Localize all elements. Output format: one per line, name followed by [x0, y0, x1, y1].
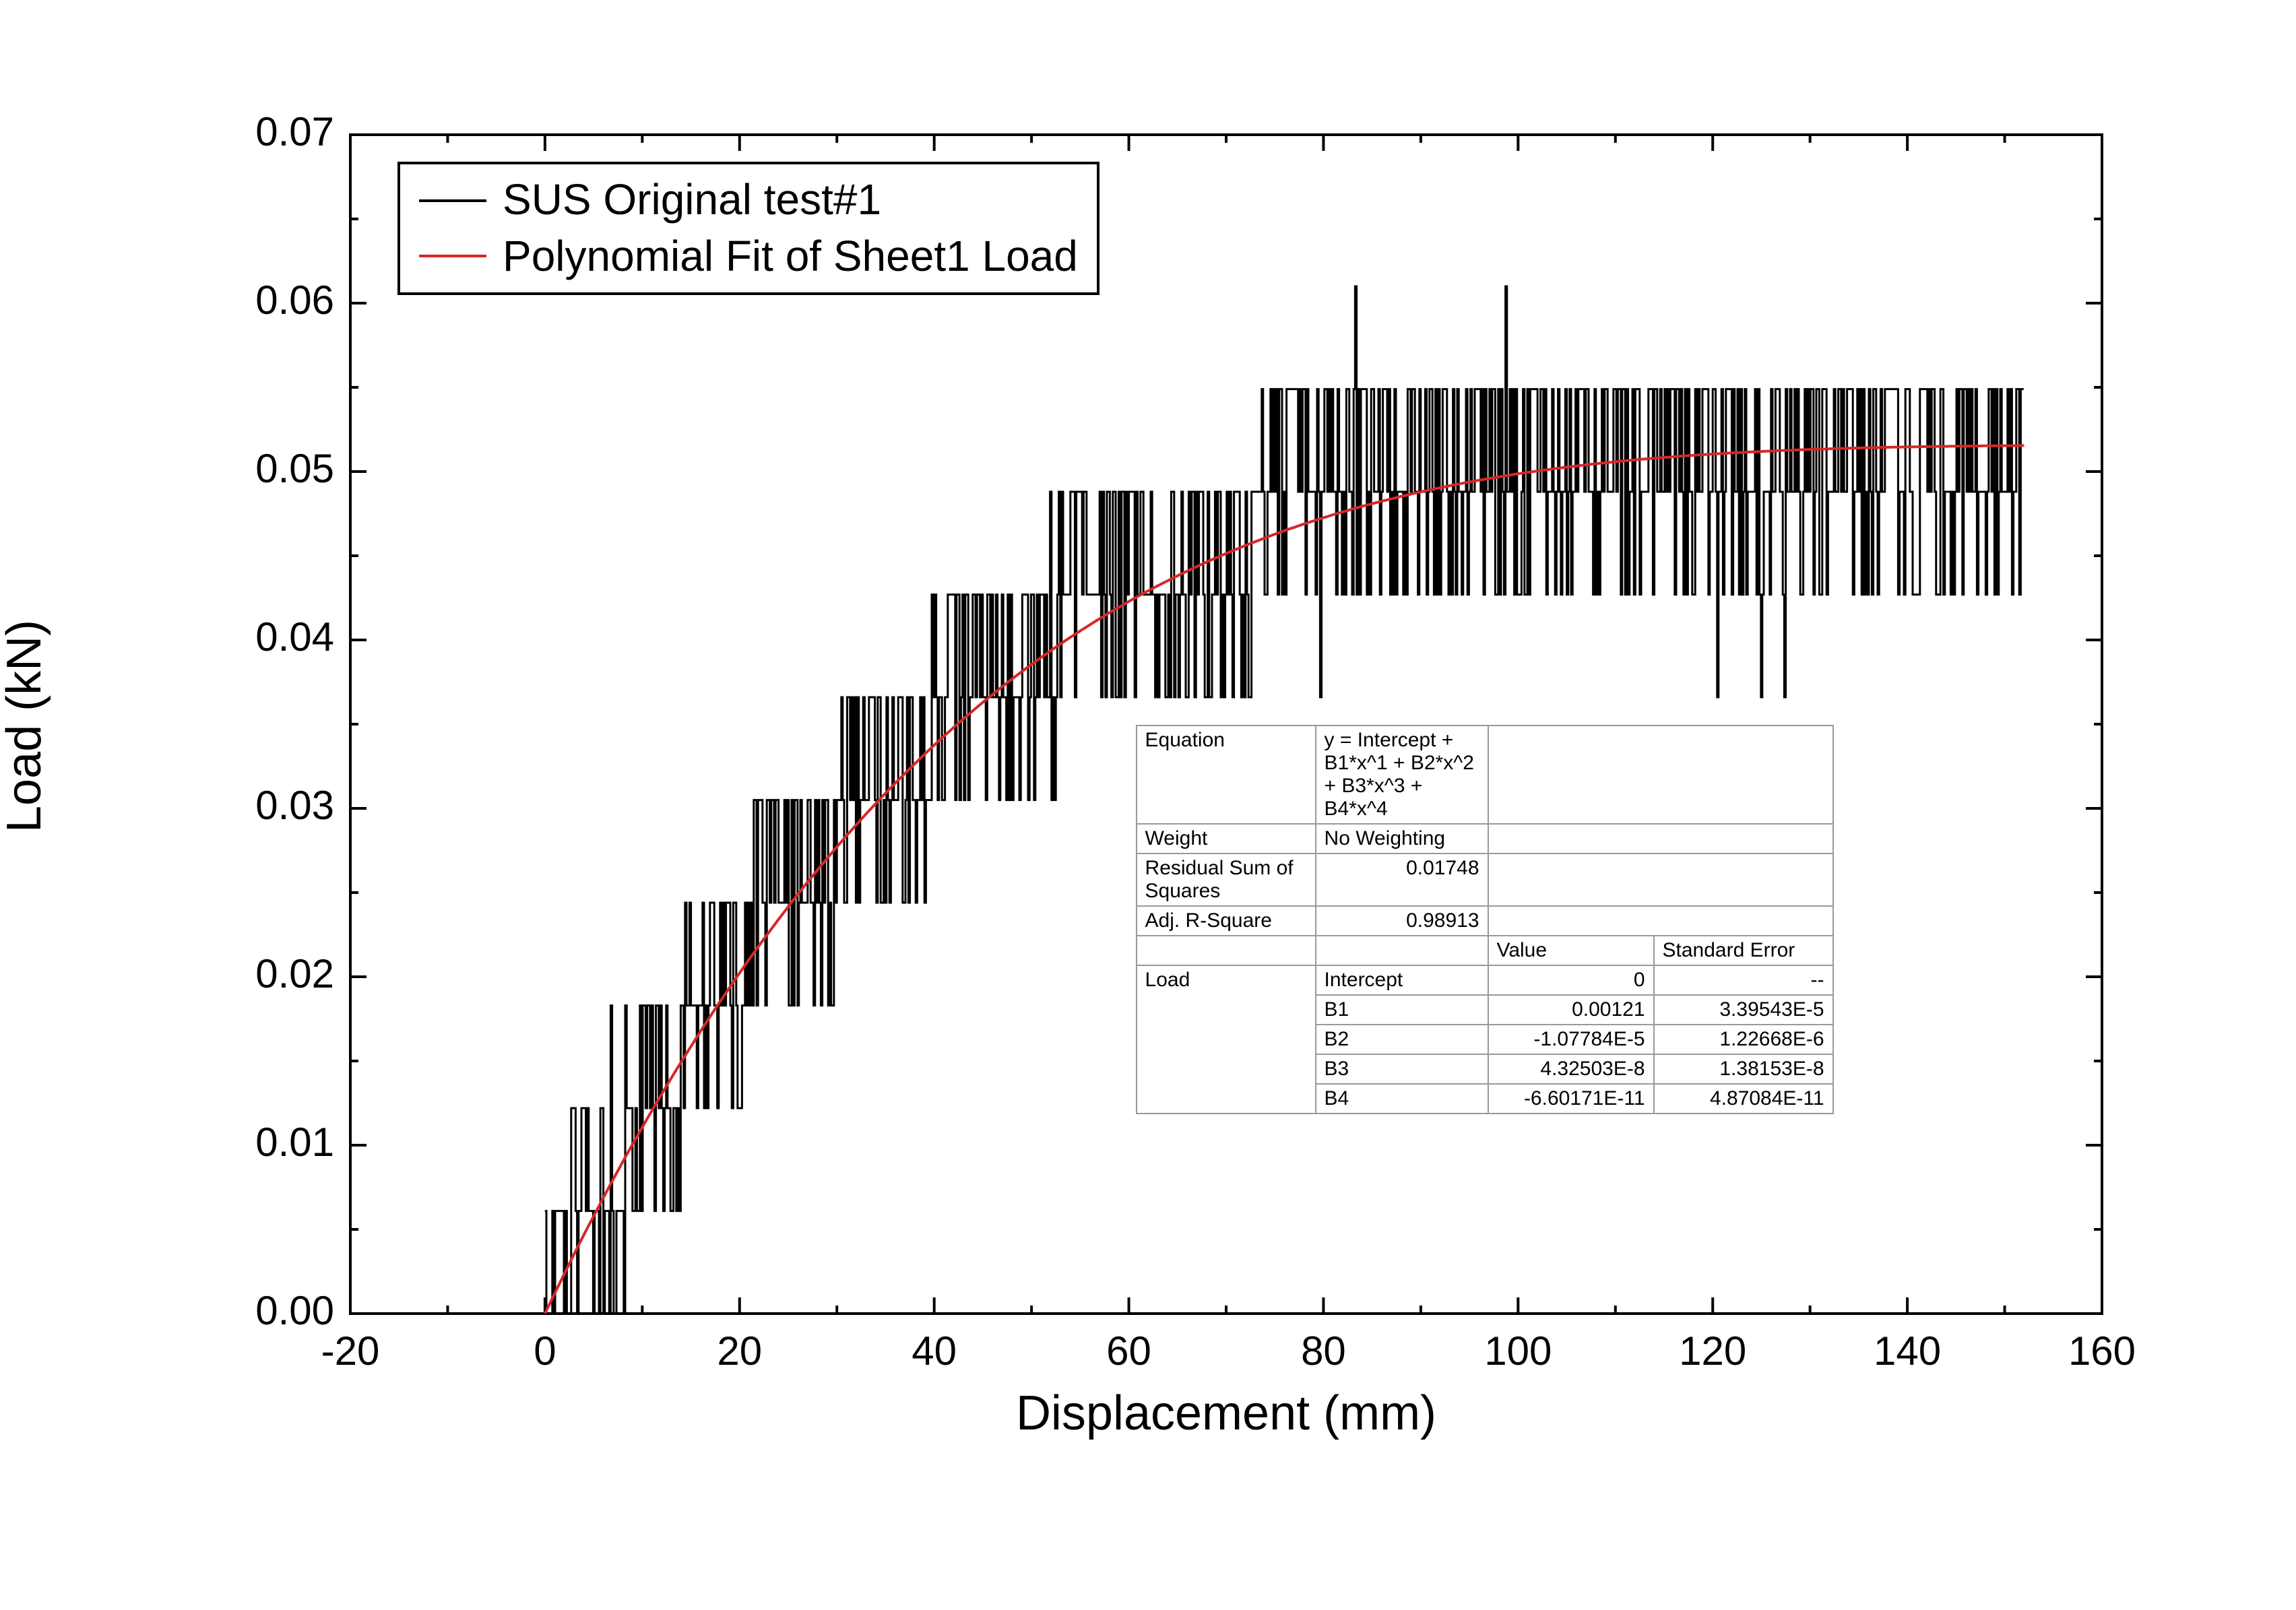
table-row: WeightNo Weighting	[1137, 823, 1833, 853]
table-cell: y = Intercept + B1*x^1 + B2*x^2 + B3*x^3…	[1316, 725, 1488, 823]
table-cell: Value	[1488, 935, 1654, 965]
table-cell	[1488, 853, 1833, 905]
table-cell: 1.22668E-6	[1654, 1024, 1833, 1054]
x-axis-label: Displacement (mm)	[957, 1385, 1496, 1442]
table-cell	[1316, 935, 1488, 965]
x-tick-label: -20	[310, 1330, 391, 1376]
table-cell: Residual Sum of Squares	[1137, 853, 1316, 905]
table-row: LoadIntercept0--	[1137, 965, 1833, 994]
table-cell: 0.98913	[1316, 905, 1488, 935]
legend-label: SUS Original test#1	[503, 172, 881, 228]
table-cell: No Weighting	[1316, 823, 1488, 853]
x-tick-label: 40	[894, 1330, 975, 1376]
table-row: Adj. R-Square0.98913	[1137, 905, 1833, 935]
y-tick-label: 0.04	[255, 616, 334, 662]
table-cell: 4.32503E-8	[1488, 1054, 1654, 1083]
table-cell: Intercept	[1316, 965, 1488, 994]
y-axis-label: Load (kN)	[0, 619, 53, 832]
x-tick-label: 20	[699, 1330, 780, 1376]
legend: SUS Original test#1Polynomial Fit of She…	[397, 162, 1099, 295]
table-cell: B4	[1316, 1083, 1488, 1113]
y-axis-label-text: Load (kN)	[0, 619, 51, 832]
legend-label: Polynomial Fit of Sheet1 Load	[503, 228, 1078, 284]
x-tick-label: 120	[1672, 1330, 1753, 1376]
table-cell	[1488, 823, 1833, 853]
x-tick-label: 140	[1867, 1330, 1948, 1376]
table-cell: Equation	[1137, 725, 1316, 823]
table-cell: Standard Error	[1654, 935, 1833, 965]
table-row: ValueStandard Error	[1137, 935, 1833, 965]
x-tick-label: 60	[1089, 1330, 1170, 1376]
table-cell: Weight	[1137, 823, 1316, 853]
table-cell: B1	[1316, 994, 1488, 1024]
y-tick-label: 0.00	[255, 1289, 334, 1335]
table-cell	[1488, 725, 1833, 823]
table-cell: B3	[1316, 1054, 1488, 1083]
legend-swatch	[419, 199, 486, 202]
table-cell: -1.07784E-5	[1488, 1024, 1654, 1054]
table-cell: 4.87084E-11	[1654, 1083, 1833, 1113]
table-cell: B2	[1316, 1024, 1488, 1054]
table-row: Residual Sum of Squares0.01748	[1137, 853, 1833, 905]
table-cell	[1137, 935, 1316, 965]
table-row: Equationy = Intercept + B1*x^1 + B2*x^2 …	[1137, 725, 1833, 823]
fit-results-table: Equationy = Intercept + B1*x^1 + B2*x^2 …	[1136, 724, 1834, 1114]
table-cell: 0.00121	[1488, 994, 1654, 1024]
table-cell: Load	[1137, 965, 1316, 1113]
table-cell: Adj. R-Square	[1137, 905, 1316, 935]
legend-item: Polynomial Fit of Sheet1 Load	[419, 228, 1078, 284]
y-tick-label: 0.03	[255, 784, 334, 830]
legend-swatch	[419, 255, 486, 258]
table-cell: 0	[1488, 965, 1654, 994]
y-tick-label: 0.07	[255, 110, 334, 156]
table-cell: -6.60171E-11	[1488, 1083, 1654, 1113]
x-tick-label: 80	[1283, 1330, 1364, 1376]
table-cell	[1488, 905, 1833, 935]
y-tick-label: 0.02	[255, 953, 334, 998]
table-cell: 3.39543E-5	[1654, 994, 1833, 1024]
chart-container: Displacement (mm) Load (kN) SUS Original…	[0, 0, 2296, 1603]
table-cell: 0.01748	[1316, 853, 1488, 905]
x-tick-label: 100	[1477, 1330, 1558, 1376]
y-tick-label: 0.05	[255, 447, 334, 493]
y-tick-label: 0.01	[255, 1121, 334, 1167]
x-tick-label: 0	[505, 1330, 585, 1376]
x-tick-label: 160	[2062, 1330, 2142, 1376]
table-cell: --	[1654, 965, 1833, 994]
table-cell: 1.38153E-8	[1654, 1054, 1833, 1083]
y-tick-label: 0.06	[255, 279, 334, 325]
legend-item: SUS Original test#1	[419, 172, 1078, 228]
